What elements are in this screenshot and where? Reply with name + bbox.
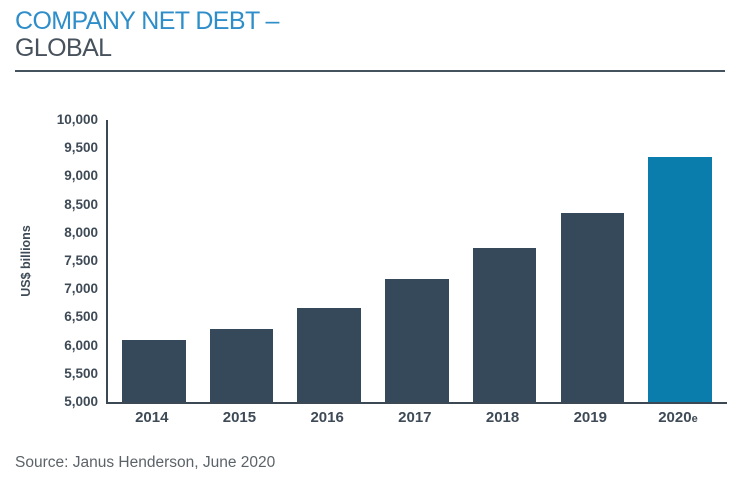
y-tick-7,000: 7,000 <box>64 281 98 297</box>
x-tick-2015: 2015 <box>223 409 256 426</box>
y-axis-ticks: 10,000 9,500 9,000 8,500 8,000 7,500 7,000 6,50… <box>0 112 98 409</box>
bar-2015 <box>209 328 274 402</box>
bar-2016 <box>297 307 361 402</box>
bar-2017 <box>385 279 449 402</box>
y-tick-5,500: 5,500 <box>64 365 98 381</box>
x-tick-2019: 2019 <box>574 409 607 426</box>
x-tick-year: 2020 <box>658 409 692 426</box>
plot-area <box>106 120 727 404</box>
x-tick-year: 2014 <box>135 409 169 426</box>
x-axis-labels: 2014 2015 2016 2017 2018 2019 2020e <box>106 409 725 431</box>
y-tick-8,000: 8,000 <box>64 224 98 240</box>
header-divider <box>15 70 725 72</box>
x-tick-year: 2018 <box>485 409 520 426</box>
chart-title-line1: COMPANY NET DEBT – <box>15 7 279 35</box>
y-tick-8,500: 8,500 <box>64 196 98 212</box>
x-tick-year: 2017 <box>398 409 432 426</box>
y-tick-7,500: 7,500 <box>64 253 98 269</box>
x-tick-year: 2019 <box>573 409 607 426</box>
bar-2020e <box>648 156 712 402</box>
x-tick-2016: 2016 <box>310 409 343 426</box>
x-tick-year: 2016 <box>310 409 344 426</box>
y-tick-9,000: 9,000 <box>64 168 98 184</box>
chart-title-line2: GLOBAL <box>15 34 112 62</box>
x-tick-estimate-suffix: e <box>691 413 698 425</box>
y-tick-9,500: 9,500 <box>64 140 98 156</box>
y-tick-6,000: 6,000 <box>64 337 98 353</box>
x-tick-2020e: 2020e <box>658 409 698 426</box>
bar-2014 <box>122 339 186 402</box>
x-tick-2017: 2017 <box>398 409 431 426</box>
y-tick-6,500: 6,500 <box>64 309 98 325</box>
x-tick-year: 2015 <box>222 409 257 426</box>
bar-2018 <box>472 248 537 402</box>
y-tick-10,000: 10,000 <box>56 112 98 128</box>
chart-title: COMPANY NET DEBT – GLOBAL <box>15 8 279 62</box>
bar-2019 <box>560 213 624 402</box>
x-tick-2014: 2014 <box>135 409 168 426</box>
source-note: Source: Janus Henderson, June 2020 <box>15 454 276 471</box>
y-tick-5,000: 5,000 <box>64 394 98 410</box>
x-tick-2018: 2018 <box>486 409 519 426</box>
